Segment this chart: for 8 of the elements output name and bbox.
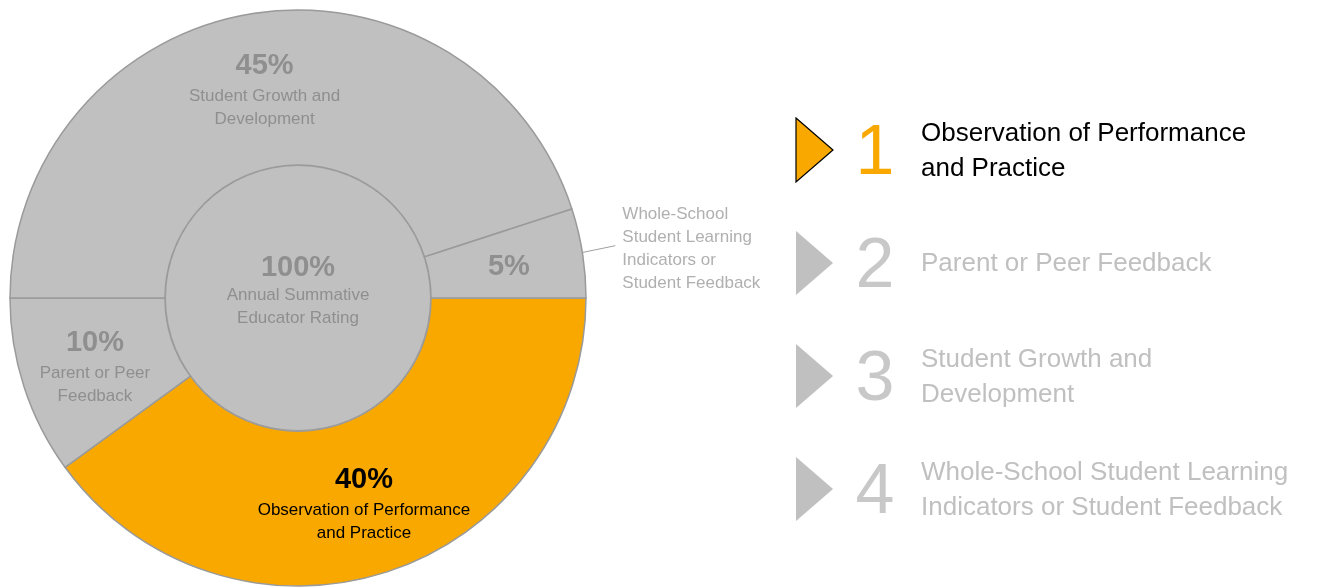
text: 1 [854,109,896,190]
slice-label: Whole-School Student Learning Indicators or Student Feedback [622,203,761,292]
data-label: 40% [334,462,394,495]
slice-label: Observation of Performance and Practice [257,500,471,543]
category-label: Student Growth and Development [921,342,1153,408]
category-label: Whole-School Student Learning Indicators or Student Feedback [921,455,1289,521]
category-label: Parent or Peer Feedback [921,247,1212,277]
category-label: Observation of Performance and Practice [921,116,1247,182]
